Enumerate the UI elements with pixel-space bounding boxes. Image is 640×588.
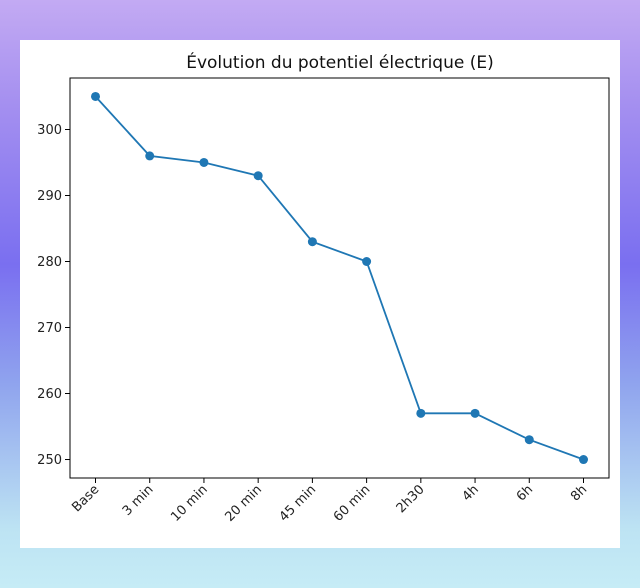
data-point <box>579 455 588 465</box>
data-point <box>253 171 263 181</box>
x-tick-label: 3 min <box>120 482 157 519</box>
x-tick-label: Base <box>69 482 102 515</box>
y-tick-label: 290 <box>37 189 62 204</box>
y-tick-label: 300 <box>37 123 62 138</box>
plot-frame <box>69 77 610 479</box>
x-tick-label: 6h <box>514 482 536 504</box>
y-tick-label: 270 <box>37 321 62 336</box>
data-point <box>145 151 155 161</box>
data-point <box>362 256 372 266</box>
x-tick-label: 45 min <box>277 482 320 525</box>
x-tick-label: 20 min <box>222 482 265 525</box>
chart-card: Évolution du potentiel électrique (E) 25… <box>20 40 620 548</box>
y-tick-label: 260 <box>37 387 62 402</box>
data-point <box>199 157 209 167</box>
x-tick-label: 4h <box>460 482 482 504</box>
x-tick-label: 10 min <box>168 482 211 525</box>
chart-title: Évolution du potentiel électrique (E) <box>186 51 494 73</box>
data-point <box>91 91 100 101</box>
axes: 250 260 270 280 290 300 Base 3 min 10 min 20 min 4… <box>37 77 610 525</box>
x-tick-label: 60 min <box>331 482 374 525</box>
series-group <box>91 91 588 465</box>
data-point <box>524 435 534 445</box>
x-tick-label: 2h30 <box>394 482 428 516</box>
y-tick-label: 280 <box>37 255 62 270</box>
data-point <box>416 408 426 418</box>
data-point <box>470 408 480 418</box>
line-chart: Évolution du potentiel électrique (E) 25… <box>37 51 610 525</box>
x-tick-label: 8h <box>568 482 590 504</box>
y-tick-label: 250 <box>37 453 62 468</box>
series-line <box>94 95 584 461</box>
data-point <box>307 237 317 247</box>
